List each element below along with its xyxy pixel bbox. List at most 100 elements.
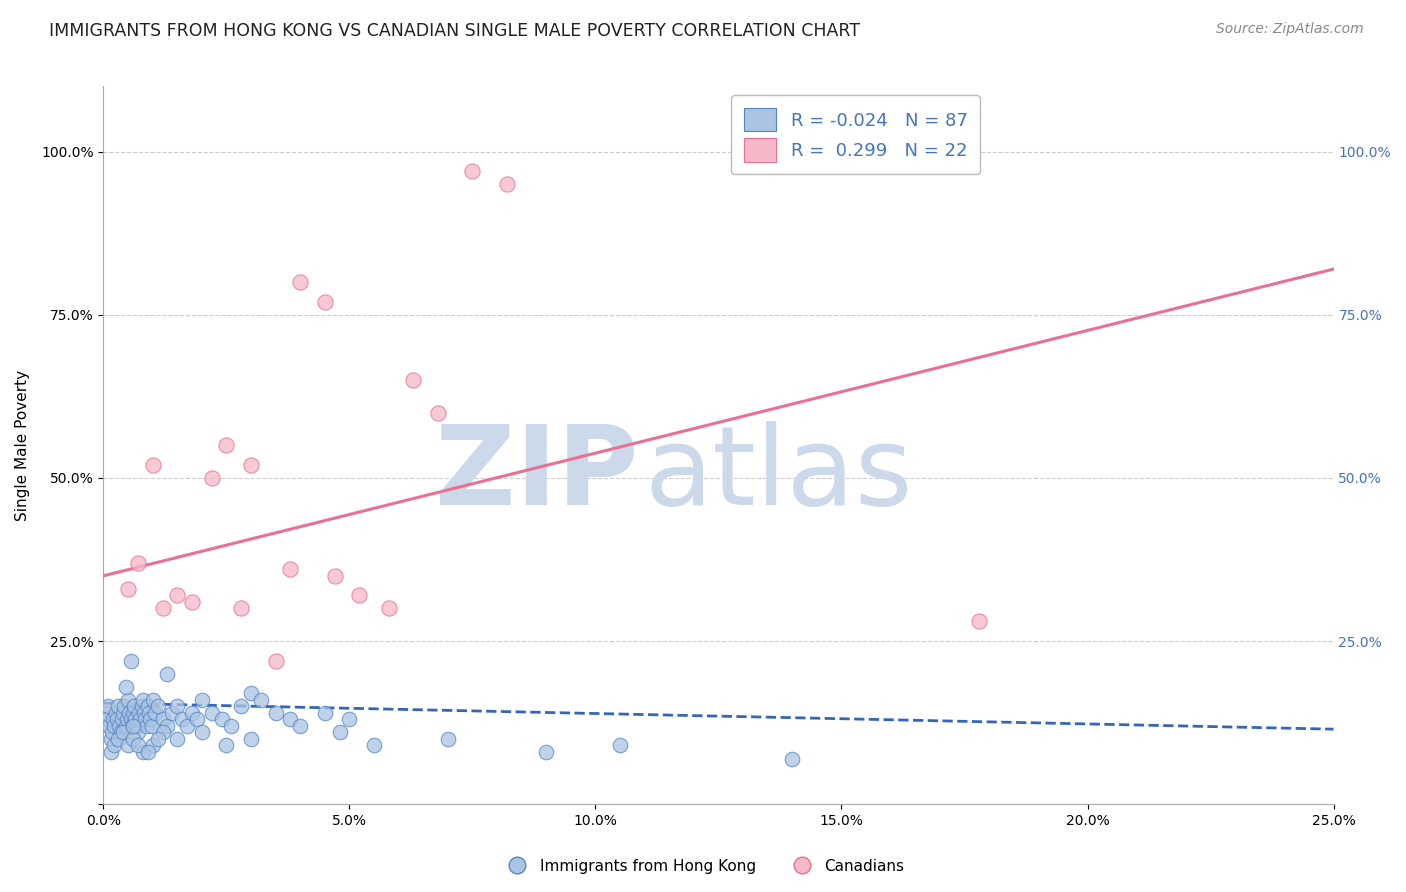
Point [378,601,401,615]
Point [132,706,155,720]
Point [129,712,152,726]
Point [142,693,165,707]
Point [166,731,188,746]
Point [122,731,145,746]
Point [250,693,273,707]
Point [536,745,558,759]
Point [172,712,194,726]
Point [146,699,169,714]
Point [240,731,263,746]
Point [215,438,238,452]
Point [231,601,253,615]
Point [135,719,157,733]
Point [97,699,120,714]
Point [112,699,135,714]
Point [329,725,352,739]
Text: Source: ZipAtlas.com: Source: ZipAtlas.com [1216,22,1364,37]
Point [782,751,804,765]
Point [114,680,136,694]
Point [120,712,142,726]
Point [134,712,156,726]
Point [186,712,208,726]
Point [152,601,174,615]
Point [437,731,460,746]
Point [110,725,132,739]
Point [98,719,121,733]
Point [142,739,165,753]
Point [125,719,148,733]
Point [122,706,145,720]
Point [138,706,160,720]
Point [181,595,204,609]
Point [264,706,287,720]
Point [152,712,174,726]
Point [152,725,174,739]
Point [108,719,131,733]
Point [122,699,145,714]
Point [103,719,125,733]
Point [103,739,125,753]
Point [264,654,287,668]
Point [280,712,302,726]
Point [363,739,385,753]
Point [146,731,169,746]
Y-axis label: Single Male Poverty: Single Male Poverty [15,369,30,521]
Text: atlas: atlas [645,420,912,527]
Point [115,712,138,726]
Point [314,294,336,309]
Text: ZIP: ZIP [436,420,638,527]
Point [142,458,165,472]
Point [107,731,129,746]
Point [221,719,243,733]
Point [211,712,233,726]
Point [127,556,149,570]
Point [127,739,149,753]
Point [136,745,159,759]
Point [96,712,118,726]
Point [107,699,129,714]
Point [181,706,204,720]
Point [967,615,990,629]
Point [402,373,425,387]
Point [132,745,155,759]
Point [166,699,188,714]
Point [162,706,184,720]
Point [166,588,188,602]
Point [111,712,134,726]
Point [231,699,253,714]
Point [114,719,136,733]
Legend: Immigrants from Hong Kong, Canadians: Immigrants from Hong Kong, Canadians [495,853,911,880]
Point [339,712,361,726]
Point [290,275,312,289]
Point [280,562,302,576]
Point [290,719,312,733]
Point [100,745,122,759]
Point [323,569,346,583]
Point [314,706,336,720]
Point [121,719,143,733]
Point [427,406,450,420]
Point [105,712,128,726]
Point [201,471,224,485]
Text: IMMIGRANTS FROM HONG KONG VS CANADIAN SINGLE MALE POVERTY CORRELATION CHART: IMMIGRANTS FROM HONG KONG VS CANADIAN SI… [49,22,860,40]
Point [117,582,139,596]
Point [139,712,162,726]
Point [143,706,166,720]
Point [120,654,142,668]
Point [124,712,146,726]
Point [127,725,149,739]
Point [101,725,124,739]
Point [117,739,139,753]
Point [118,706,141,720]
Point [131,699,153,714]
Point [349,588,371,602]
Point [240,686,263,700]
Legend: R = -0.024   N = 87, R =  0.299   N = 22: R = -0.024 N = 87, R = 0.299 N = 22 [731,95,980,174]
Point [128,706,150,720]
Point [112,706,135,720]
Point [176,719,198,733]
Point [141,719,163,733]
Point [100,731,122,746]
Point [136,699,159,714]
Point [156,666,179,681]
